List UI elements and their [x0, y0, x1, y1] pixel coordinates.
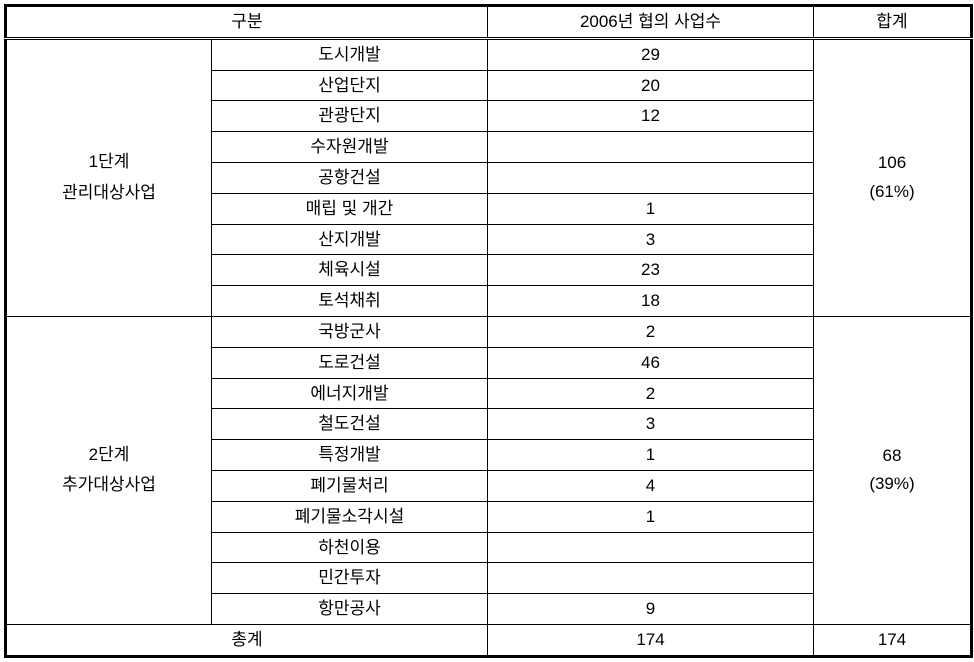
count-cell: 3: [488, 224, 814, 255]
header-total: 합계: [814, 6, 972, 39]
count-cell: [488, 532, 814, 563]
grand-total-total: 174: [814, 624, 972, 656]
count-cell: 3: [488, 409, 814, 440]
count-cell: [488, 132, 814, 163]
subcategory-cell: 수자원개발: [212, 132, 488, 163]
subcategory-cell: 매립 및 개간: [212, 193, 488, 224]
subcategory-cell: 민간투자: [212, 563, 488, 594]
group-label-line2: 추가대상사업: [62, 475, 156, 494]
count-cell: 1: [488, 193, 814, 224]
group-label-line1: 2단계: [89, 445, 130, 464]
header-count: 2006년 협의 사업수: [488, 6, 814, 39]
group-label-line1: 1단계: [89, 152, 130, 171]
group-total-value: 106: [878, 153, 906, 172]
subcategory-cell: 폐기물처리: [212, 470, 488, 501]
count-cell: 1: [488, 440, 814, 471]
data-table: 구분2006년 협의 사업수합계1단계관리대상사업도시개발29106(61%)산…: [4, 4, 973, 658]
count-cell: 2: [488, 378, 814, 409]
group-total-pct: (39%): [869, 474, 914, 493]
subcategory-cell: 산지개발: [212, 224, 488, 255]
grand-total-label: 총계: [6, 624, 488, 656]
subcategory-cell: 철도건설: [212, 409, 488, 440]
grand-total-count: 174: [488, 624, 814, 656]
subcategory-cell: 도시개발: [212, 38, 488, 70]
group-label: 1단계관리대상사업: [6, 38, 212, 316]
subcategory-cell: 특정개발: [212, 440, 488, 471]
subcategory-cell: 체육시설: [212, 255, 488, 286]
count-cell: 46: [488, 347, 814, 378]
subcategory-cell: 항만공사: [212, 594, 488, 625]
subcategory-cell: 관광단지: [212, 101, 488, 132]
count-cell: 1: [488, 501, 814, 532]
count-cell: 20: [488, 70, 814, 101]
header-category: 구분: [6, 6, 488, 39]
count-cell: 12: [488, 101, 814, 132]
group-label: 2단계추가대상사업: [6, 316, 212, 624]
subcategory-cell: 도로건설: [212, 347, 488, 378]
count-cell: 29: [488, 38, 814, 70]
count-cell: 18: [488, 286, 814, 317]
count-cell: [488, 563, 814, 594]
group-total-pct: (61%): [869, 182, 914, 201]
count-cell: 9: [488, 594, 814, 625]
subcategory-cell: 국방군사: [212, 316, 488, 347]
group-label-line2: 관리대상사업: [62, 183, 156, 202]
group-total: 106 (61%): [814, 38, 972, 316]
count-cell: 4: [488, 470, 814, 501]
group-total-value: 68: [883, 446, 902, 465]
subcategory-cell: 산업단지: [212, 70, 488, 101]
count-cell: 2: [488, 316, 814, 347]
subcategory-cell: 에너지개발: [212, 378, 488, 409]
subcategory-cell: 하천이용: [212, 532, 488, 563]
subcategory-cell: 토석채취: [212, 286, 488, 317]
count-cell: 23: [488, 255, 814, 286]
group-total: 68 (39%): [814, 316, 972, 624]
subcategory-cell: 폐기물소각시설: [212, 501, 488, 532]
subcategory-cell: 공항건설: [212, 162, 488, 193]
count-cell: [488, 162, 814, 193]
